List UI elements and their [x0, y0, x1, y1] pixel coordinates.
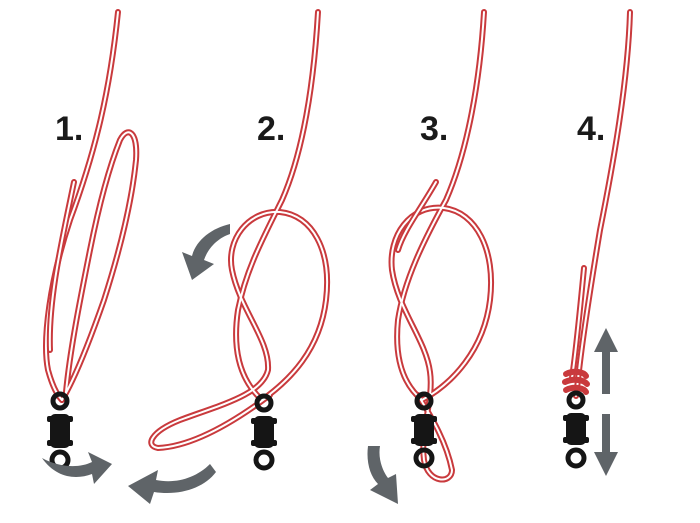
direction-arrow-icon	[367, 446, 398, 504]
step-2-line	[148, 9, 330, 451]
step-3-number: 3.	[420, 110, 448, 148]
direction-arrow-icon	[42, 452, 112, 484]
step-3-panel: 3.	[367, 9, 494, 504]
direction-arrow-icon	[182, 224, 230, 280]
barrel-swivel-icon	[563, 390, 589, 469]
step-1-number: 1.	[55, 110, 83, 148]
step-4-number: 4.	[577, 110, 605, 148]
step-3-line	[388, 9, 494, 483]
step-4-line	[562, 9, 633, 399]
barrel-swivel-icon	[251, 393, 277, 471]
direction-arrow-icon	[594, 328, 618, 476]
direction-arrow-icon	[128, 464, 216, 504]
step-1-panel: 1.	[42, 9, 140, 484]
step-1-line	[43, 9, 140, 403]
step-4-panel: 4.	[562, 9, 633, 476]
barrel-swivel-icon	[411, 391, 437, 469]
barrel-swivel-icon	[47, 391, 73, 471]
step-2-panel: 2.	[128, 9, 330, 504]
step-2-number: 2.	[257, 110, 285, 148]
